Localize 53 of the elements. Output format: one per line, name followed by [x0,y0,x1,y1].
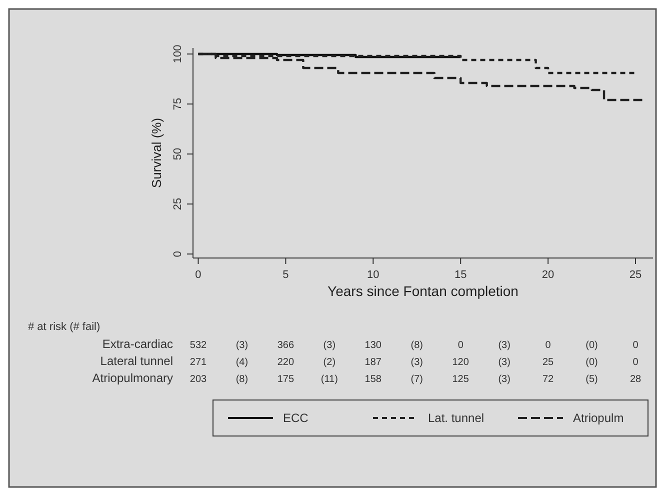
x-tick-label: 10 [367,269,380,281]
x-tick-label: 25 [629,269,642,281]
text: 175 [277,374,294,385]
text: 125 [452,374,470,385]
text: (3) [323,340,336,351]
text: (8) [410,340,423,351]
text: 120 [452,357,470,368]
text: # at risk (# fail) [28,321,100,333]
text: (2) [323,357,336,368]
text: 0 [545,340,552,351]
legend-label: ECC [283,411,309,425]
y-tick-label: 50 [172,148,184,160]
text: (3) [498,357,510,368]
text: 0 [632,340,639,351]
text: 271 [190,357,208,368]
text: 158 [364,374,382,385]
text: (8) [236,374,248,385]
text: (0) [586,340,598,351]
x-axis-title: Years since Fontan completion [328,283,518,299]
x-tick-label: 15 [454,269,467,281]
text: Lateral tunnel [100,354,173,368]
y-tick-label: 0 [172,250,184,258]
x-tick-label: 5 [282,269,289,281]
text: (7) [410,374,423,385]
text: 25 [542,357,554,368]
y-axis-title: Survival (%) [149,118,164,188]
text: (0) [586,357,598,368]
x-tick-label: 0 [195,269,202,281]
text: (3) [410,357,423,368]
text: 0 [632,357,639,368]
text: (3) [498,340,510,351]
text: 532 [190,340,208,351]
text: (3) [236,340,248,351]
text: 28 [630,374,642,385]
text: (3) [498,374,510,385]
text: Atriopulmonary [92,371,173,385]
legend-label: Atriopulm [573,411,624,425]
text: 130 [364,340,382,351]
x-tick-label: 20 [542,269,554,281]
text: 72 [542,374,554,385]
y-tick-label: 75 [172,98,184,110]
text: Extra-cardiac [102,337,173,351]
text: (11) [320,374,338,385]
text: 203 [190,374,208,385]
legend-label: Lat. tunnel [428,411,484,425]
y-tick-label: 100 [172,44,184,64]
text: (5) [586,374,598,385]
y-tick-label: 25 [172,198,184,210]
text: 0 [458,340,464,351]
text: 366 [277,340,294,351]
text: 187 [364,357,382,368]
text: (4) [236,357,248,368]
text: 220 [277,357,294,368]
